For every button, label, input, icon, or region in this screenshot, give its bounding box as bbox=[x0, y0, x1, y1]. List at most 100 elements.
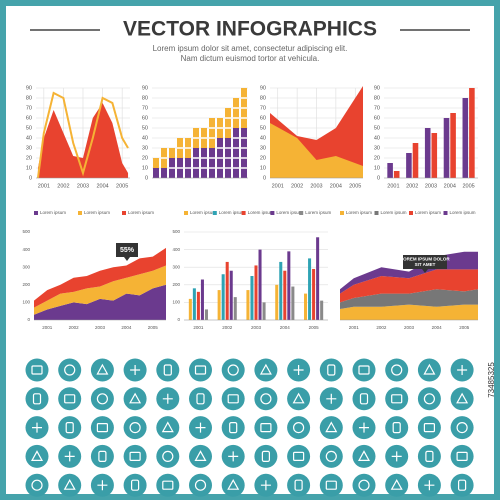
icon bbox=[293, 451, 305, 461]
icon-badge bbox=[25, 387, 49, 411]
x-tick-label: 2003 bbox=[425, 183, 437, 189]
legend-label: Lorem ipsum bbox=[346, 210, 372, 215]
line bbox=[36, 91, 129, 179]
bar bbox=[192, 288, 196, 320]
icon bbox=[425, 450, 434, 462]
y-tick-label: 60 bbox=[260, 115, 266, 121]
bar-segment bbox=[209, 118, 215, 148]
icon bbox=[260, 480, 271, 491]
icon-badge bbox=[58, 358, 82, 382]
chart: 0 10 20 30 40 50 60 70 80 90 2001 2002 2003 2004 2005 bbox=[26, 85, 130, 189]
icon bbox=[293, 365, 304, 375]
x-tick-label: 2002 bbox=[406, 183, 418, 189]
bar bbox=[200, 279, 204, 320]
legend-swatch bbox=[409, 211, 413, 215]
legend-label: Lorem ipsum bbox=[40, 210, 66, 215]
icon-badge bbox=[58, 473, 82, 497]
y-tick-label: 0 bbox=[377, 175, 380, 181]
bar bbox=[258, 249, 262, 320]
icon-badge bbox=[319, 358, 343, 382]
subtitle: Lorem ipsum dolor sit amet, consectetur … bbox=[153, 44, 348, 53]
area bbox=[270, 123, 363, 178]
y-tick-label: 20 bbox=[26, 155, 32, 161]
bar bbox=[316, 237, 320, 320]
icon bbox=[227, 394, 239, 404]
annotation: 55% bbox=[120, 247, 135, 254]
y-tick-label: 40 bbox=[260, 135, 266, 141]
chart: 2001 2002 2003 2004 2005 Lorem ipsum Lorem ips… bbox=[340, 210, 478, 330]
title: VECTOR INFOGRAPHICS bbox=[123, 18, 377, 41]
bar bbox=[312, 268, 316, 320]
icon-badge bbox=[123, 473, 147, 497]
icon bbox=[32, 422, 42, 433]
icon bbox=[325, 450, 337, 462]
bar-segment bbox=[209, 148, 215, 178]
legend-swatch bbox=[270, 211, 275, 215]
icon-badge bbox=[319, 416, 343, 440]
bar bbox=[254, 265, 258, 320]
icon-badge bbox=[189, 387, 212, 411]
legend-swatch bbox=[212, 211, 217, 215]
x-tick-label: 2005 bbox=[116, 183, 128, 189]
x-tick-label: 2005 bbox=[349, 183, 361, 189]
x-tick-label: 2002 bbox=[291, 183, 303, 189]
y-tick-label: 60 bbox=[26, 115, 32, 121]
icon bbox=[260, 423, 272, 433]
y-tick-label: 60 bbox=[142, 115, 148, 121]
icon bbox=[163, 364, 172, 376]
y-tick-label: 100 bbox=[172, 300, 180, 305]
y-tick-label: 10 bbox=[26, 165, 32, 171]
icon bbox=[391, 364, 403, 376]
bar-segment bbox=[193, 148, 199, 178]
area bbox=[340, 269, 478, 303]
bar bbox=[250, 276, 254, 320]
bar bbox=[188, 298, 192, 320]
icon bbox=[161, 421, 174, 433]
icon-badge bbox=[319, 444, 343, 468]
annotation: LOREM IPSUM DOLOR SIT AMET bbox=[400, 257, 450, 268]
icon-badge bbox=[417, 387, 441, 411]
legend-label: Lorem ipsum bbox=[450, 210, 476, 215]
icon bbox=[456, 422, 468, 434]
bar bbox=[283, 270, 287, 320]
y-tick-label: 60 bbox=[374, 115, 380, 121]
icon-badge bbox=[352, 387, 376, 411]
icon-badge bbox=[189, 444, 212, 468]
icon bbox=[228, 451, 239, 462]
y-tick-label: 80 bbox=[142, 95, 148, 101]
y-tick-label: 80 bbox=[260, 95, 266, 101]
icon bbox=[129, 451, 141, 461]
y-tick-label: 50 bbox=[374, 125, 380, 131]
y-tick-label: 0 bbox=[145, 175, 148, 181]
y-tick-label: 30 bbox=[142, 145, 148, 151]
icon-badge bbox=[385, 416, 409, 440]
y-tick-label: 0 bbox=[27, 317, 30, 322]
icon-badge bbox=[352, 358, 376, 382]
x-tick-label: 2004 bbox=[121, 325, 132, 330]
bar bbox=[320, 300, 324, 320]
icon bbox=[424, 480, 435, 491]
bar bbox=[393, 171, 400, 178]
bar-segment bbox=[161, 168, 167, 178]
icon bbox=[162, 393, 173, 404]
icon-badge bbox=[385, 473, 409, 497]
icon-badge bbox=[221, 416, 245, 440]
icon bbox=[357, 450, 371, 461]
bar bbox=[291, 286, 295, 320]
icon bbox=[131, 479, 140, 491]
icon-badge bbox=[156, 473, 180, 497]
icon-badge bbox=[417, 444, 441, 468]
icon bbox=[31, 479, 43, 491]
icon bbox=[96, 393, 109, 405]
legend-label: Lorem ipsum bbox=[381, 210, 407, 215]
icon-badge bbox=[123, 387, 147, 411]
icon-badge bbox=[450, 444, 474, 468]
bar bbox=[262, 302, 266, 320]
bar-segment bbox=[241, 128, 247, 178]
y-tick-label: 40 bbox=[374, 135, 380, 141]
icon-badge bbox=[58, 416, 82, 440]
y-tick-label: 100 bbox=[22, 300, 30, 305]
legend-swatch bbox=[122, 211, 126, 215]
icon bbox=[423, 423, 435, 433]
x-tick-label: 2001 bbox=[272, 183, 284, 189]
